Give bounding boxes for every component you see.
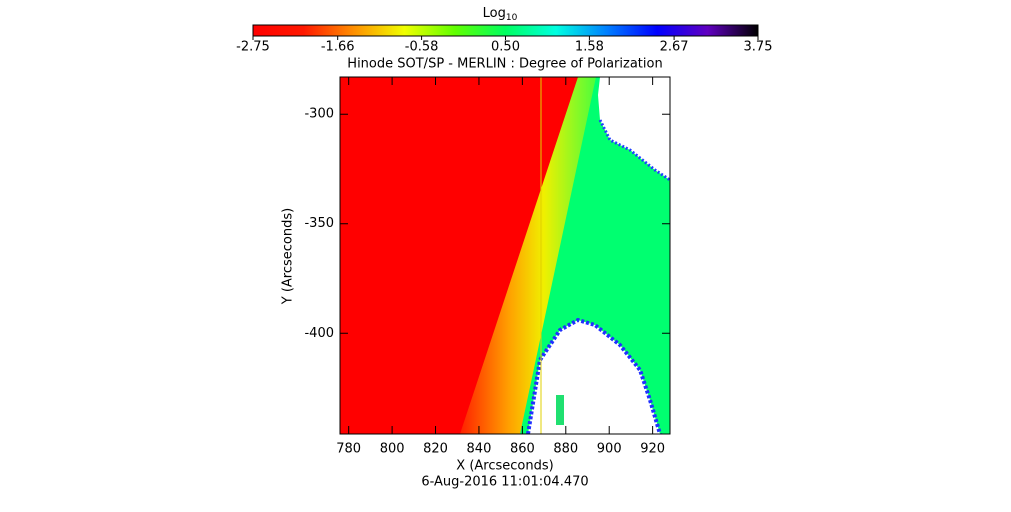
colorbar-label-sub: 10 xyxy=(506,13,518,23)
colorbar-tick-label: 0.50 xyxy=(491,40,520,55)
x-tick-label: 920 xyxy=(640,442,665,457)
x-tick-label: 780 xyxy=(336,442,361,457)
colorbar-label: Log10 xyxy=(483,6,518,23)
colorbar-tick-label: -0.58 xyxy=(405,40,439,55)
colorbar-tick-label: 2.67 xyxy=(660,40,689,55)
y-axis-label: Y (Arcseconds) xyxy=(281,208,296,305)
x-tick-label: 820 xyxy=(423,442,448,457)
x-tick-label: 900 xyxy=(597,442,622,457)
x-axis-label: X (Arcseconds) xyxy=(456,459,553,474)
x-tick-label: 800 xyxy=(380,442,405,457)
colorbar-tick-label: 3.75 xyxy=(744,40,773,55)
y-tick-label: -350 xyxy=(304,216,334,231)
colorbar-tick-label: 1.58 xyxy=(575,40,604,55)
colorbar xyxy=(252,24,759,37)
colorbar-label-main: Log xyxy=(483,6,506,21)
y-tick-label: -300 xyxy=(304,107,334,122)
x-tick-label: 860 xyxy=(510,442,535,457)
heatmap-edge xyxy=(526,317,662,434)
footer: 6-Aug-2016 11:01:04.470 xyxy=(421,475,588,490)
x-tick-label: 840 xyxy=(467,442,492,457)
chart-title: Hinode SOT/SP - MERLIN : Degree of Polar… xyxy=(347,57,662,72)
heatmap xyxy=(340,77,670,434)
heatmap-edge xyxy=(598,119,670,182)
colorbar-tick-label: -1.66 xyxy=(321,40,355,55)
heatmap-band xyxy=(460,77,600,434)
heatmap-blank xyxy=(598,77,670,180)
colorbar-tick-label: -2.75 xyxy=(236,40,270,55)
x-tick-label: 880 xyxy=(553,442,578,457)
y-tick-label: -400 xyxy=(304,326,334,341)
heatmap-patch xyxy=(556,395,564,425)
plot-frame xyxy=(339,76,671,435)
